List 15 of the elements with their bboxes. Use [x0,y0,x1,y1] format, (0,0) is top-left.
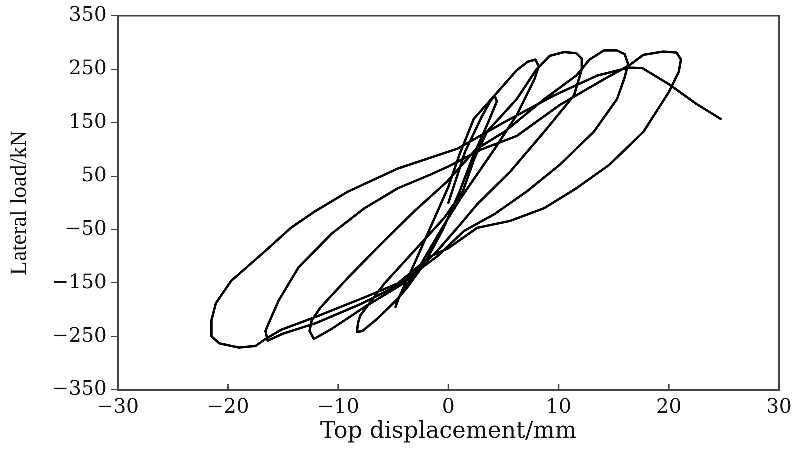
x-tick-label: 30 [766,394,792,418]
y-tick-label: 150 [68,109,107,134]
x-tick-label: 20 [656,394,682,418]
x-tick-label: −10 [317,394,360,418]
y-axis-title: Lateral load/kN [6,130,31,276]
y-tick-label: 250 [68,56,107,80]
x-tick-label: −20 [207,394,250,418]
x-tick-label: 0 [442,394,456,418]
y-tick-label: 50 [82,162,107,186]
x-tick-label: 10 [546,394,572,418]
y-tick-label: −250 [52,322,107,347]
y-tick-label: −150 [52,269,107,294]
y-tick-label: 350 [68,2,107,26]
y-tick-label: −50 [64,216,107,240]
x-axis-title: Top displacement/mm [320,418,578,444]
